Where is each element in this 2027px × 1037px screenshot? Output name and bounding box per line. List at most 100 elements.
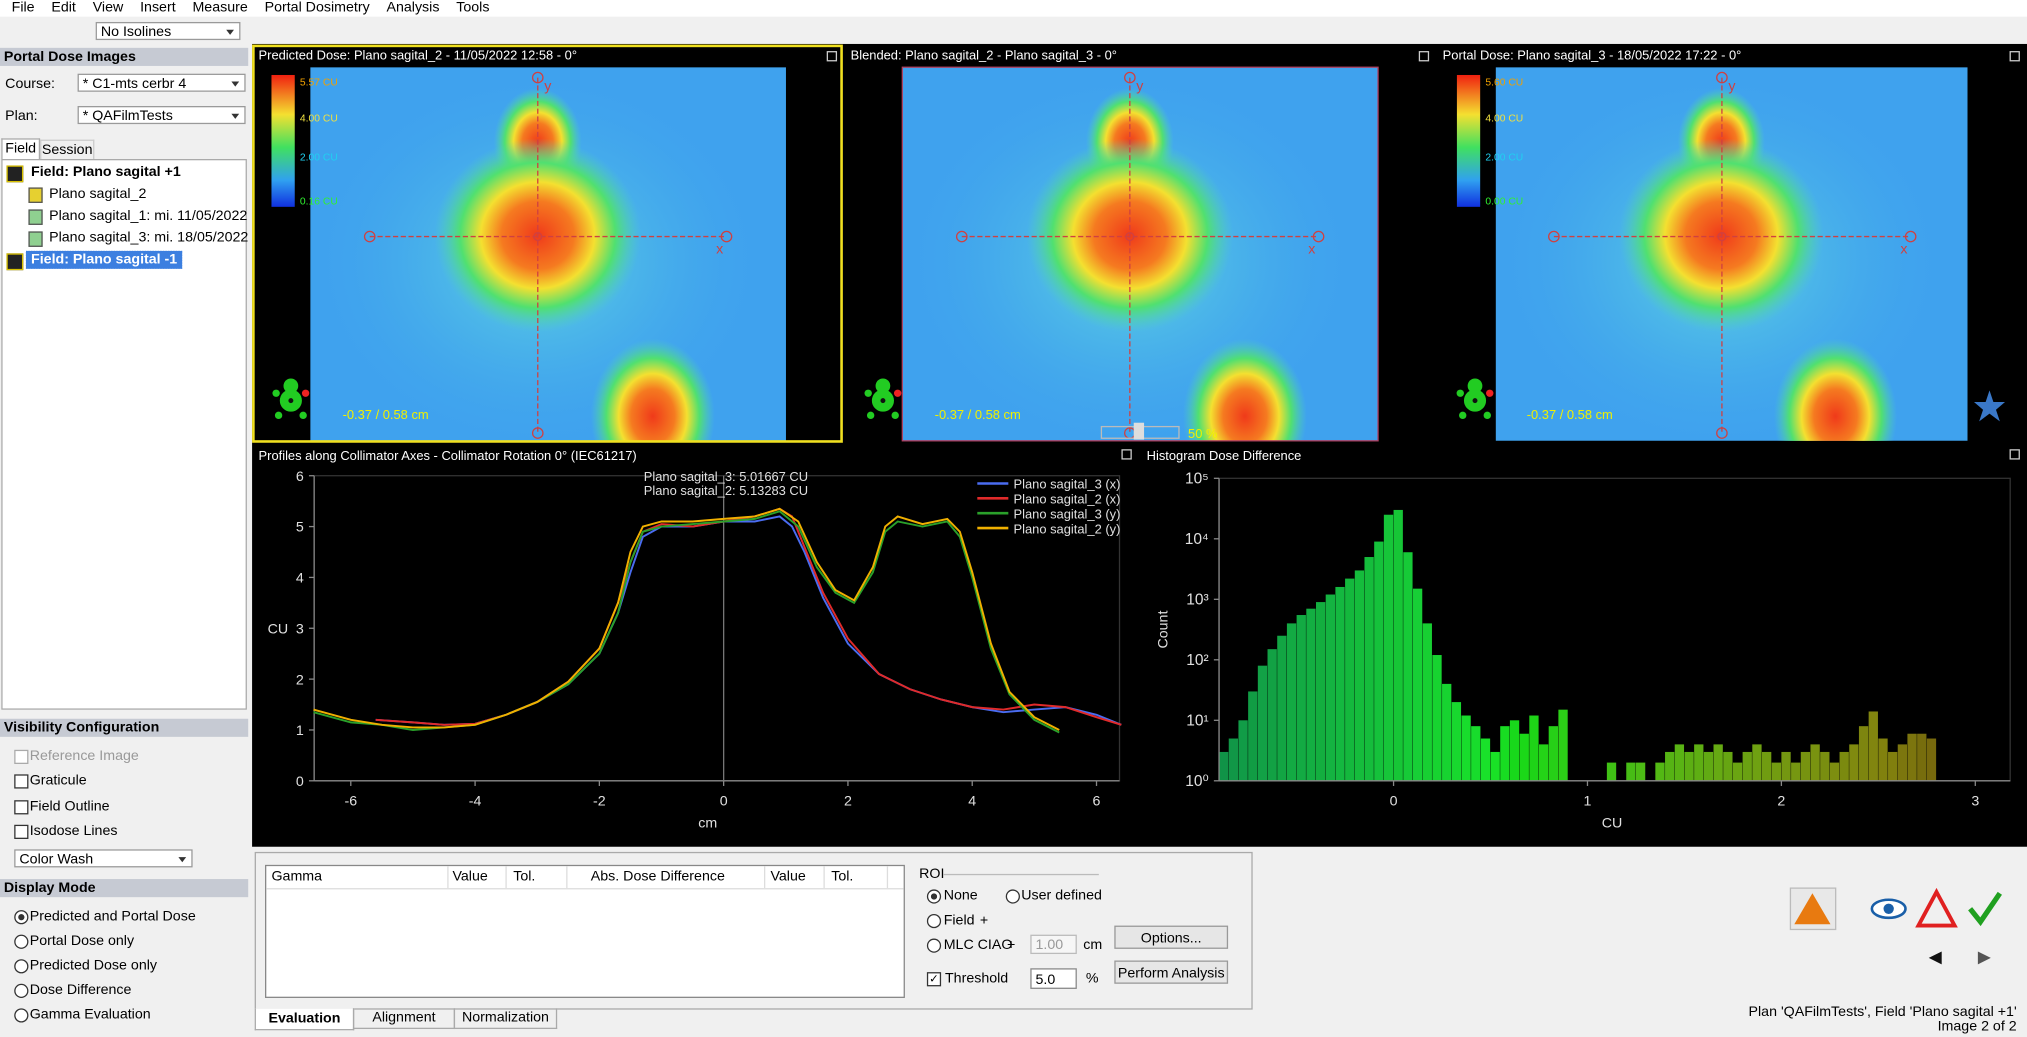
checkbox[interactable] [14,749,29,765]
legend-label: Plano sagital_3 (y) [1014,506,1121,521]
histogram-bar [1471,726,1481,781]
histogram-bar [1635,762,1646,781]
histogram-bar [1383,514,1394,781]
options-button[interactable]: Options... [1114,925,1229,949]
histogram-bar [1907,733,1917,781]
tree-item[interactable]: Field: Plano sagital +1 [31,164,181,180]
menu-item[interactable]: Insert [140,0,176,16]
menu-item[interactable]: Edit [51,0,76,16]
histogram-bar [1277,635,1287,781]
radio-label: Predicted and Portal Dose [29,908,196,925]
checkbox[interactable] [14,824,29,839]
tab[interactable]: Field [1,138,41,160]
menu-item[interactable]: Measure [192,0,248,16]
y-axis-label: CU [268,621,289,637]
checkbox[interactable] [14,774,29,789]
menu-item[interactable]: Portal Dosimetry [264,0,370,16]
alert-icon[interactable] [1915,887,1958,928]
histogram-bar [1742,751,1752,781]
menu-bar: File Edit View Insert Measure Portal Dosimetr… [0,0,2027,17]
cursor-coordinates: -0.37 / 0.58 cm [1527,407,1613,422]
annotation: Plano sagital_3: 5.01667 CU [644,469,808,484]
slider-handle[interactable] [1133,422,1145,440]
histogram-bar [1771,762,1781,781]
colorbar-label: 2.00 CU [300,152,338,163]
histogram-bar [1761,751,1772,781]
menu-item[interactable]: Analysis [386,0,440,16]
radio[interactable] [1005,889,1020,904]
checkbox-label: Field Outline [29,798,110,815]
panel-header: Display Mode [0,879,249,898]
radio-label: User defined [1021,888,1102,904]
tab-selected[interactable]: Evaluation [254,1008,355,1031]
results-table [265,864,905,998]
course-dropdown[interactable]: * C1-mts cerbr 4 [77,73,246,92]
threshold-input[interactable]: 5.0 [1030,968,1077,989]
perform-analysis-button[interactable]: Perform Analysis [1114,960,1229,984]
previous-arrow[interactable] [1928,951,1942,965]
histogram-bar [1684,751,1694,781]
tab[interactable]: Session [40,139,95,160]
radio[interactable] [14,1008,29,1023]
radio-selected[interactable] [14,910,29,925]
radio[interactable] [14,983,29,998]
margin-input[interactable]: 1.00 [1030,934,1077,955]
column-divider [447,866,449,889]
y-tick-label: 10¹ [1186,712,1208,729]
menu-item[interactable]: File [11,0,35,16]
checkbox-checked[interactable]: ✓ [926,972,942,987]
axis-label: x [716,241,723,257]
histogram-bar [1335,586,1345,781]
maximize-icon[interactable] [826,51,838,62]
plan-dropdown[interactable]: * QAFilmTests [77,106,246,125]
table-header-cell: Tol. [513,868,536,885]
x-tick-label: -4 [469,793,482,809]
approve-icon[interactable] [1968,891,2002,927]
unit-label: % [1085,970,1099,987]
colorbar-label: 5.57 CU [300,77,338,88]
isolines-dropdown[interactable]: No Isolines [95,21,241,41]
x-tick-label: -6 [344,793,357,809]
maximize-icon[interactable] [2009,51,2020,62]
favorite-star[interactable] [1973,390,2006,422]
tree-item[interactable]: Plano sagital_3: mi. 18/05/2022 [49,230,249,246]
maximize-icon[interactable] [2009,449,2020,460]
roi-title: ROI [919,866,945,882]
histogram-bar [1732,762,1743,781]
menu-item[interactable]: Tools [456,0,490,16]
colorbar-label: 0.00 CU [1485,196,1523,207]
radio-selected[interactable] [926,889,942,904]
colorbar [271,74,295,207]
radio-label: None [943,888,978,904]
histogram-bar [1296,615,1306,781]
histogram-bar [1606,762,1617,781]
column-divider [566,866,568,889]
legend-label: Plano sagital_2 (x) [1014,492,1121,507]
color-mode-dropdown[interactable]: Color Wash [14,849,193,868]
radio[interactable] [926,938,942,953]
toolbar [0,16,2027,44]
histogram-bar [1839,751,1849,781]
radio[interactable] [14,934,29,949]
view-icon-pupil [1883,903,1894,914]
next-arrow[interactable] [1977,951,1991,965]
maximize-icon[interactable] [1418,51,1430,62]
y-tick-label: 10⁴ [1185,531,1209,548]
tree-item-selected[interactable]: Field: Plano sagital -1 [24,249,184,271]
tree-item[interactable]: Plano sagital_2 [49,186,147,202]
tree-item[interactable]: Plano sagital_1: mi. 11/05/2022 [49,208,248,224]
image-icon [28,231,43,247]
histogram-bar [1538,744,1549,781]
x-axis-label: cm [698,815,717,831]
checkbox[interactable] [14,800,29,815]
radio[interactable] [14,959,29,974]
radio[interactable] [926,913,942,929]
panel-header: Portal Dose Images [0,47,249,66]
histogram-bar [1219,751,1229,781]
menu-item[interactable]: View [92,0,124,16]
x-tick-label: 2 [1777,793,1785,809]
maximize-icon[interactable] [1121,449,1132,460]
histogram-bar [1374,541,1384,781]
tab[interactable]: Normalization [453,1008,558,1030]
